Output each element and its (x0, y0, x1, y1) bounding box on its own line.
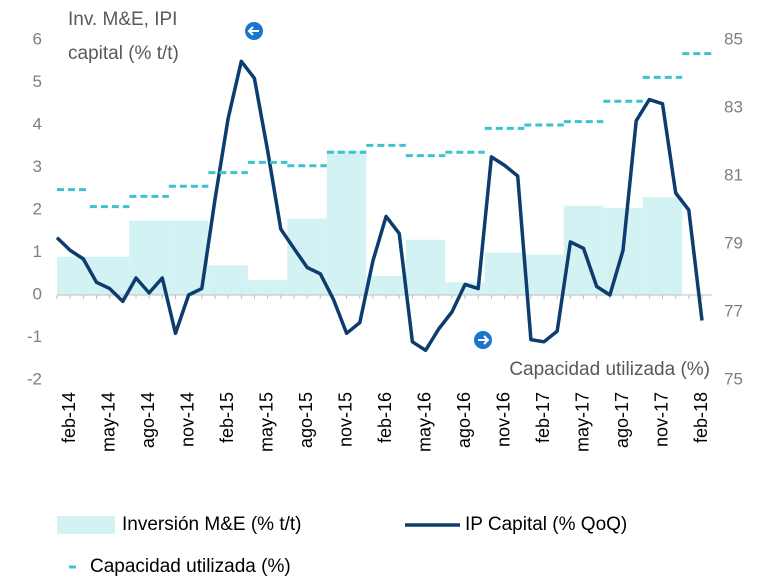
y2-tick-label: 75 (724, 369, 743, 388)
legend-label: Capacidad utilizada (%) (90, 556, 291, 577)
y-axis-label: capital (% t/t) (68, 43, 179, 64)
y-tick-label: 1 (33, 242, 42, 261)
legend-swatch (57, 516, 115, 534)
y2-tick-label: 81 (724, 165, 743, 184)
line (55, 59, 704, 353)
y2-tick-label: 77 (724, 301, 743, 320)
x-tick-label: feb-15 (217, 392, 237, 443)
x-tick-label: feb-16 (375, 392, 395, 443)
bar (287, 218, 327, 295)
x-tick-label: may-16 (414, 392, 434, 452)
y2-axis-label: Capacidad utilizada (%) (509, 359, 710, 380)
y-tick-label: 0 (33, 284, 42, 303)
x-tick-label: may-14 (98, 392, 118, 452)
x-tick-label: may-15 (256, 392, 276, 452)
bar (208, 265, 248, 295)
y2-tick-label: 79 (724, 233, 743, 252)
x-tick-label: ago-14 (138, 392, 158, 448)
y-tick-label: -2 (27, 369, 42, 388)
x-tick-label: nov-14 (177, 392, 197, 447)
bar (405, 239, 446, 295)
right-arrow-icon (474, 331, 492, 349)
y2-tick-label: 83 (724, 97, 743, 116)
y2-tick-label: 85 (724, 29, 743, 48)
x-tick-label: ago-16 (454, 392, 474, 448)
x-tick-label: ago-17 (612, 392, 632, 448)
y-tick-label: 4 (33, 114, 42, 133)
y-axis-label: Inv. M&E, IPI (68, 9, 177, 30)
bar (366, 275, 406, 295)
x-tick-label: nov-15 (335, 392, 355, 447)
x-tick-label: feb-14 (59, 392, 79, 443)
y-tick-label: 3 (33, 157, 42, 176)
bar (247, 280, 288, 295)
x-tick-label: nov-16 (493, 392, 513, 447)
bar (445, 282, 485, 295)
y-tick-label: -1 (27, 327, 42, 346)
x-tick-label: ago-15 (296, 392, 316, 448)
bar (326, 150, 367, 295)
x-tick-label: nov-17 (651, 392, 671, 447)
legend-label: Inversión M&E (% t/t) (122, 514, 302, 535)
bar (524, 254, 564, 295)
x-tick-label: may-17 (572, 392, 592, 452)
bar (484, 252, 525, 295)
x-tick-label: feb-17 (533, 392, 553, 443)
left-arrow-icon (245, 22, 263, 40)
x-tick-label: feb-18 (691, 392, 711, 443)
y-tick-label: 5 (33, 72, 42, 91)
y-tick-label: 2 (33, 199, 42, 218)
legend-label: IP Capital (% QoQ) (465, 514, 627, 535)
y-tick-label: 6 (33, 29, 42, 48)
bar (642, 197, 683, 295)
